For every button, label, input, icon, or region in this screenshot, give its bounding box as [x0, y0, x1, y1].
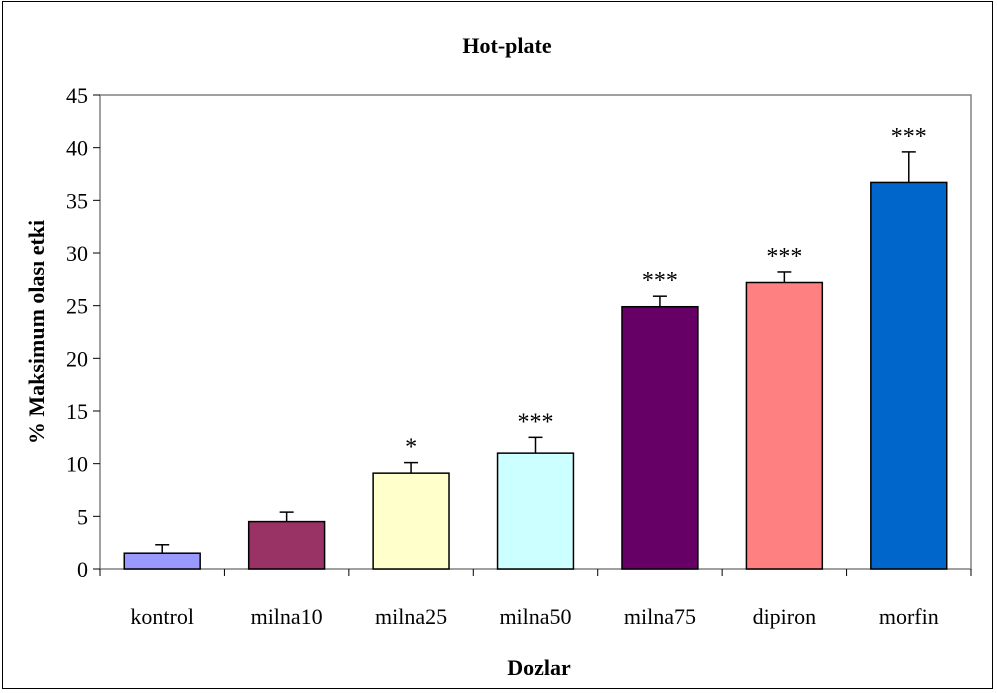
x-tick-label: dipiron — [753, 604, 817, 629]
y-tick-label: 20 — [66, 346, 88, 371]
bars — [123, 181, 948, 570]
significance-label: *** — [766, 244, 802, 270]
y-tick-label: 5 — [77, 504, 88, 529]
y-axis-label: % Maksimum olası etki — [24, 220, 49, 444]
y-tick-label: 25 — [66, 294, 88, 319]
x-tick-label: milna75 — [624, 604, 696, 629]
significance-label: *** — [518, 409, 554, 435]
error-bars — [155, 151, 916, 554]
y-tick-label: 15 — [66, 399, 88, 424]
x-tick-label: morfin — [879, 604, 939, 629]
bar — [247, 520, 326, 570]
y-tick-label: 45 — [66, 83, 88, 108]
significance-labels: ************* — [405, 124, 927, 461]
x-tick-label: milna50 — [499, 604, 571, 629]
x-axis: kontrol milna10 milna25 milna50 milna75 dipir… — [99, 569, 972, 629]
x-axis-label: Dozlar — [507, 655, 571, 680]
bar — [123, 552, 201, 570]
y-tick-label: 0 — [77, 557, 88, 582]
bar — [496, 452, 575, 570]
x-tick-label: kontrol — [130, 604, 194, 629]
y-tick-label: 40 — [66, 136, 88, 161]
x-tick-label: milna10 — [251, 604, 323, 629]
significance-label: *** — [891, 124, 927, 150]
significance-label: * — [405, 435, 417, 461]
bar — [372, 472, 450, 570]
significance-label: *** — [642, 268, 678, 294]
x-tick-label: milna25 — [375, 604, 447, 629]
bar — [745, 281, 824, 570]
bar — [870, 181, 948, 570]
bar — [621, 305, 699, 570]
y-axis: 0 5 10 15 20 25 30 35 40 45 — [66, 83, 100, 582]
y-tick-label: 30 — [66, 241, 88, 266]
y-tick-label: 10 — [66, 452, 88, 477]
y-tick-label: 35 — [66, 188, 88, 213]
chart-title: Hot-plate — [462, 33, 551, 58]
